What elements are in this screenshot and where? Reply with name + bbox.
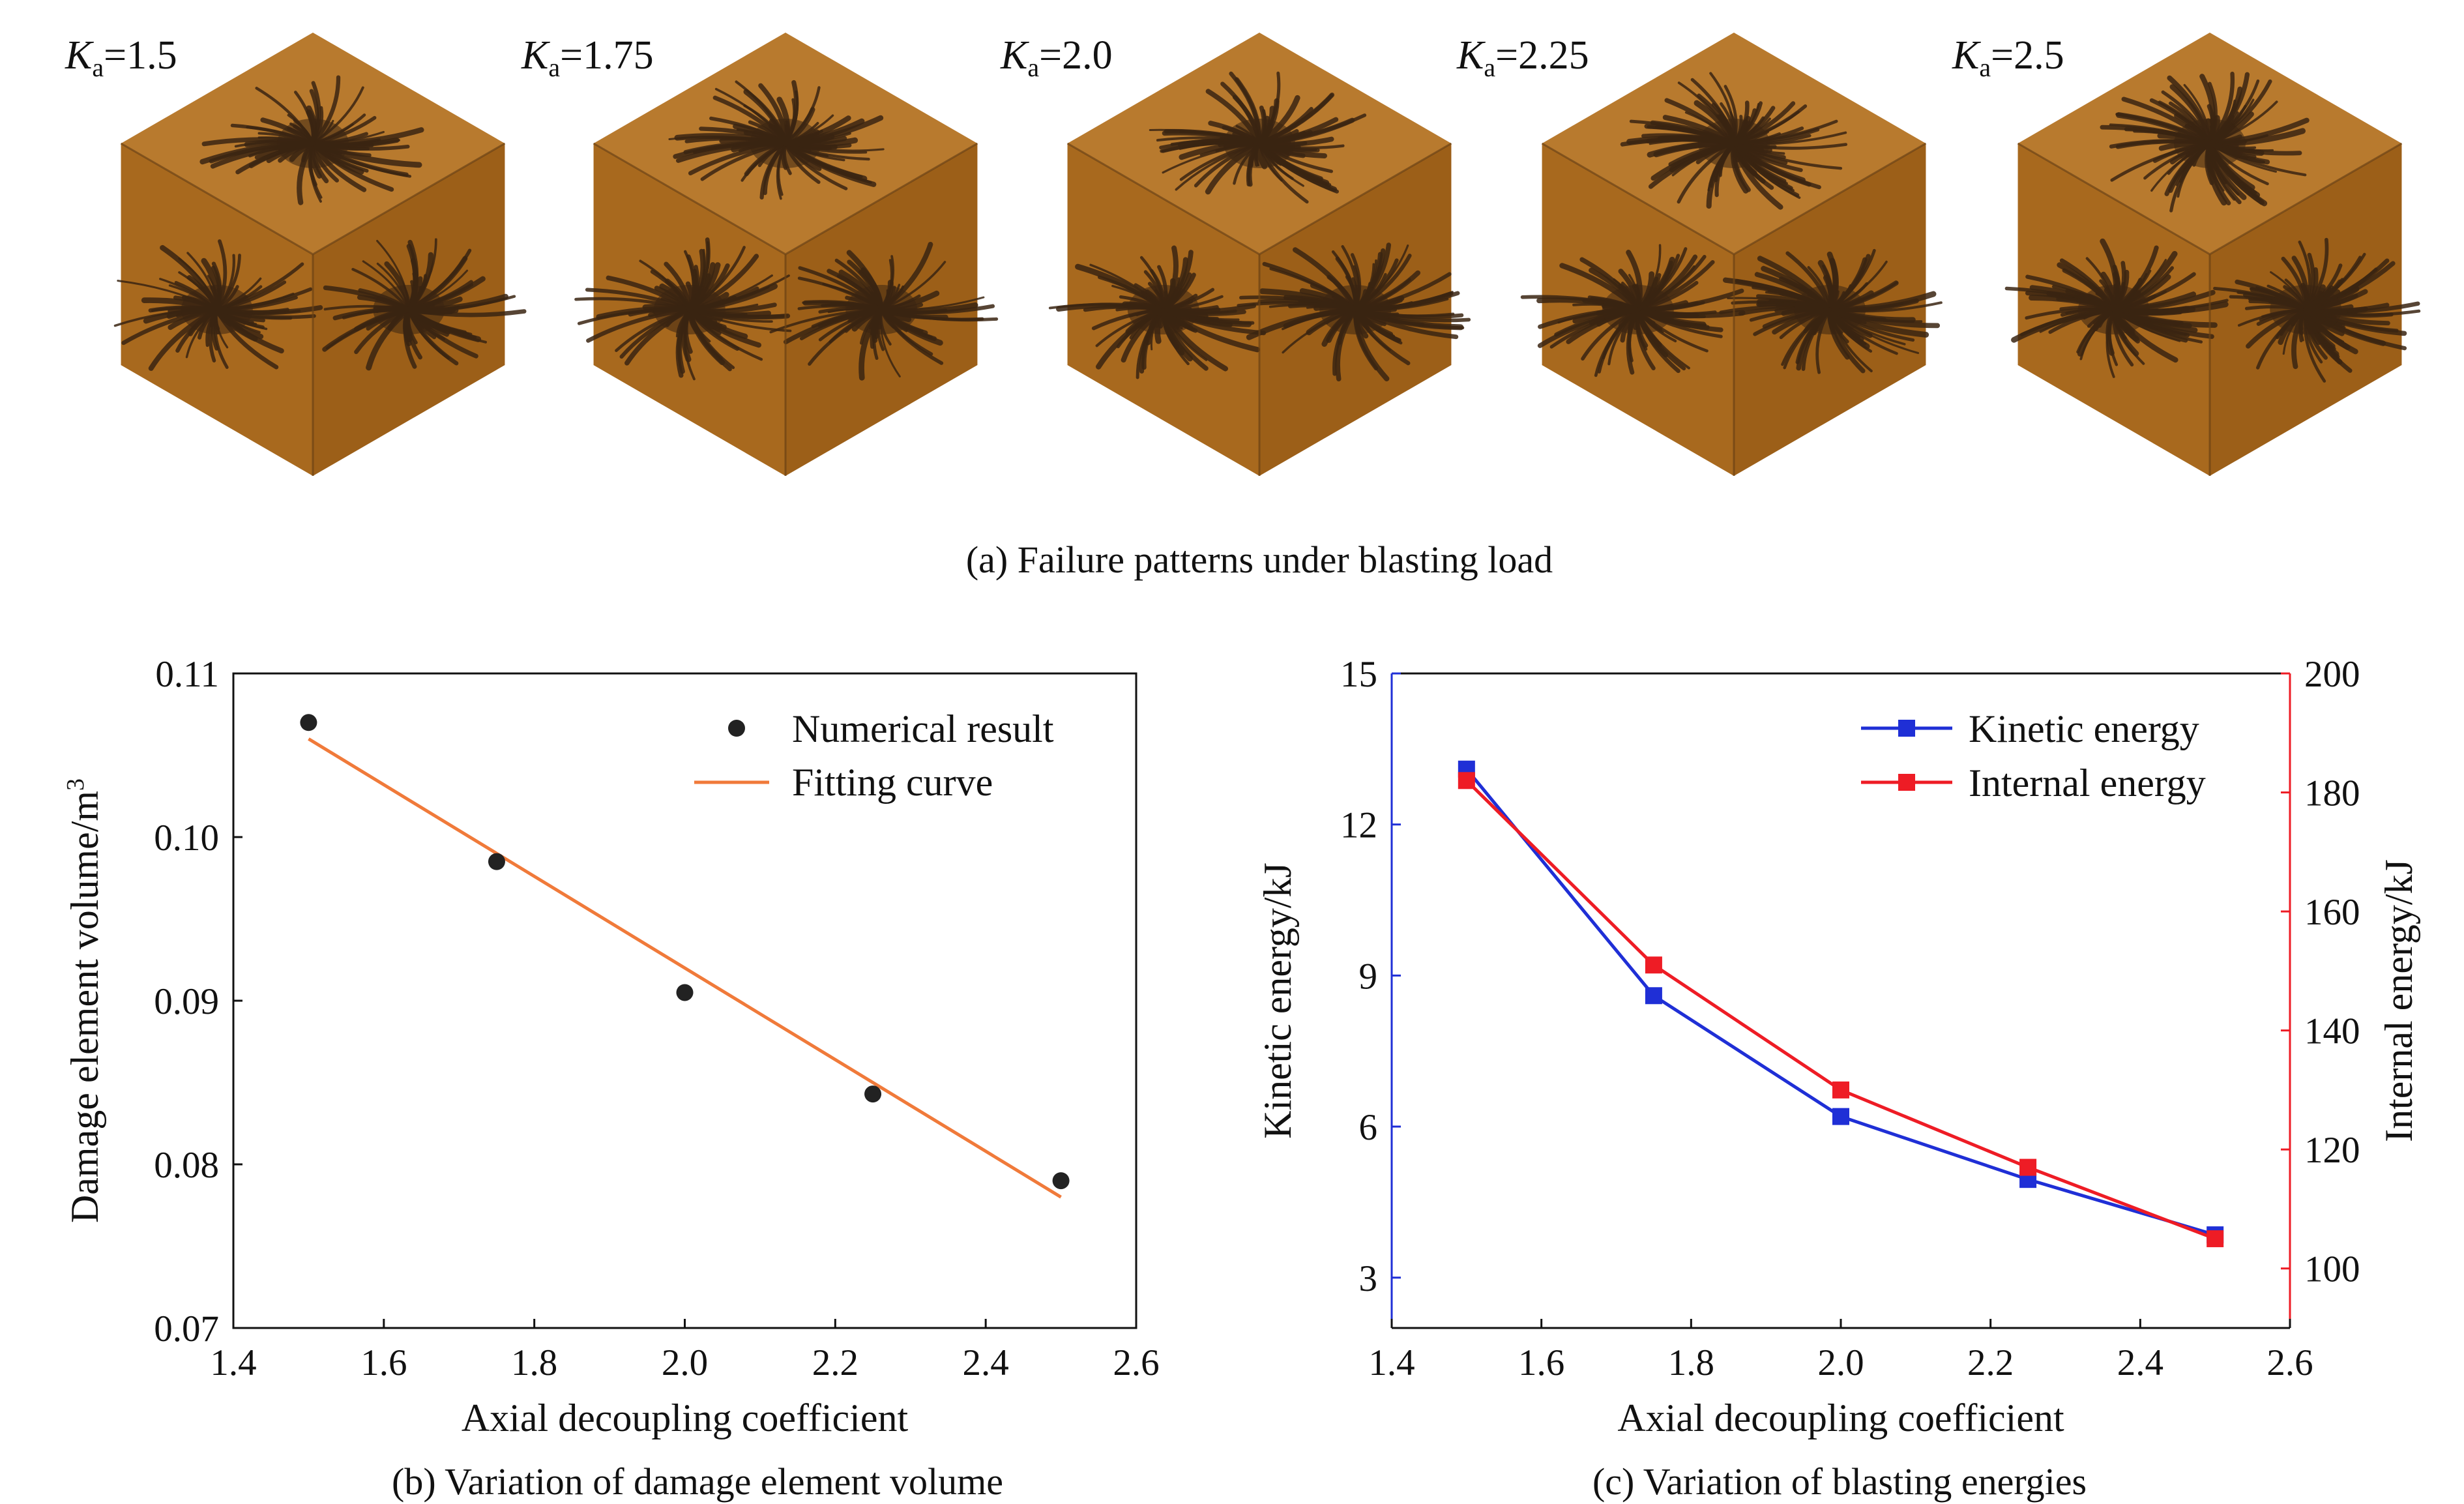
- cube-1: [113, 33, 527, 476]
- cube-5: [2004, 33, 2421, 476]
- cube-2: [574, 33, 999, 476]
- x-tick-label: 2.0: [1817, 1342, 1864, 1383]
- cube-label-4: Ka=2.25: [1456, 33, 1589, 82]
- internal-energy-point: [1645, 956, 1662, 974]
- numerical-result-point: [488, 853, 505, 870]
- internal-energy-point: [1458, 772, 1475, 789]
- kinetic-energy-point: [1645, 987, 1662, 1005]
- cube-label-1: Ka=1.5: [65, 33, 177, 82]
- x-tick-label: 1.8: [1668, 1342, 1714, 1383]
- right-tick-label: 180: [2304, 773, 2360, 814]
- right-tick-label: 120: [2304, 1130, 2360, 1171]
- crack-network: [1048, 71, 1471, 382]
- legend-marker-internal: [1898, 774, 1915, 791]
- numerical-result-point: [300, 714, 317, 731]
- legend-marker-numerical: [728, 720, 745, 737]
- numerical-result-point: [864, 1085, 882, 1103]
- right-tick-label: 100: [2304, 1249, 2360, 1290]
- right-tick-label: 140: [2304, 1011, 2360, 1052]
- right-tick-label: 160: [2304, 892, 2360, 933]
- internal-energy-line: [1465, 779, 2216, 1241]
- left-tick-label: 3: [1359, 1258, 1378, 1299]
- kinetic-energy-line: [1465, 768, 2216, 1237]
- x-tick-label: 1.4: [210, 1342, 256, 1383]
- x-tick-label: 2.4: [963, 1342, 1009, 1383]
- y-tick-label: 0.11: [155, 654, 219, 695]
- x-tick-label: 1.8: [511, 1342, 557, 1383]
- x-axis-label: Axial decoupling coefficient: [462, 1396, 909, 1439]
- x-tick-label: 1.4: [1368, 1342, 1415, 1383]
- cube-4: [1520, 33, 1943, 476]
- cube-3: [1048, 33, 1471, 476]
- x-tick-label: 1.6: [1518, 1342, 1564, 1383]
- kinetic-energy-point: [1832, 1108, 1849, 1125]
- cube-label-5: Ka=2.5: [1952, 33, 2064, 82]
- right-tick-label: 200: [2304, 654, 2360, 695]
- numerical-result-point: [676, 984, 694, 1001]
- crack-network: [113, 75, 527, 371]
- x-tick-label: 2.6: [2266, 1342, 2313, 1383]
- x-axis-label: Axial decoupling coefficient: [1617, 1396, 2064, 1439]
- y-axis-label: Damage element volume/m3: [62, 778, 106, 1223]
- numerical-result-point: [1052, 1172, 1070, 1190]
- y-tick-label: 0.10: [154, 818, 219, 859]
- left-tick-label: 12: [1340, 805, 1377, 846]
- legend-label-kinetic: Kinetic energy: [1969, 707, 2199, 750]
- crack-network: [574, 80, 999, 381]
- internal-energy-point: [2207, 1230, 2224, 1248]
- x-tick-label: 2.2: [812, 1342, 858, 1383]
- x-tick-label: 2.4: [2117, 1342, 2163, 1383]
- legend-label-fitting: Fitting curve: [792, 761, 993, 804]
- x-tick-label: 2.2: [1967, 1342, 2014, 1383]
- legend-marker-kinetic: [1898, 720, 1915, 737]
- x-tick-label: 2.0: [662, 1342, 708, 1383]
- cube-label-2: Ka=1.75: [521, 33, 654, 82]
- x-tick-label: 1.6: [360, 1342, 407, 1383]
- left-tick-label: 6: [1359, 1107, 1378, 1148]
- panel-c-caption: (c) Variation of blasting energies: [1592, 1460, 2087, 1503]
- crack-network: [2004, 71, 2421, 383]
- y-tick-label: 0.08: [154, 1145, 219, 1186]
- x-tick-label: 2.6: [1113, 1342, 1159, 1383]
- legend-label-internal: Internal energy: [1969, 761, 2206, 804]
- left-tick-label: 9: [1359, 956, 1378, 997]
- legend-label-numerical: Numerical result: [792, 707, 1054, 750]
- panel-a-caption: (a) Failure patterns under blasting load: [966, 538, 1553, 581]
- internal-energy-point: [1832, 1081, 1849, 1099]
- crack-network: [1520, 72, 1943, 377]
- left-axis-label: Kinetic energy/kJ: [1256, 863, 1299, 1139]
- fitting-curve-line: [308, 737, 1062, 1199]
- panel-b-caption: (b) Variation of damage element volume: [392, 1460, 1003, 1503]
- damage-volume-chart: 1.4 1.6 1.8 2.0 2.2 2.4 2.6 0.07 0.08 0.09 0.10 0.1…: [62, 654, 1160, 1439]
- right-axis-label: Internal energy/kJ: [2377, 859, 2420, 1142]
- blasting-energies-chart: 1.4 1.6 1.8 2.0 2.2 2.4 2.6 3 6 9 12 15 100 120 140 160…: [1256, 654, 2420, 1439]
- left-tick-label: 15: [1340, 654, 1377, 695]
- y-tick-label: 0.09: [154, 981, 219, 1022]
- y-tick-label: 0.07: [154, 1308, 219, 1349]
- failure-patterns-panel: Ka=1.5 Ka=1.75 Ka=2.0 Ka=2.25 Ka=2.5: [65, 33, 2421, 476]
- cube-label-3: Ka=2.0: [1000, 33, 1113, 82]
- internal-energy-point: [2019, 1158, 2037, 1176]
